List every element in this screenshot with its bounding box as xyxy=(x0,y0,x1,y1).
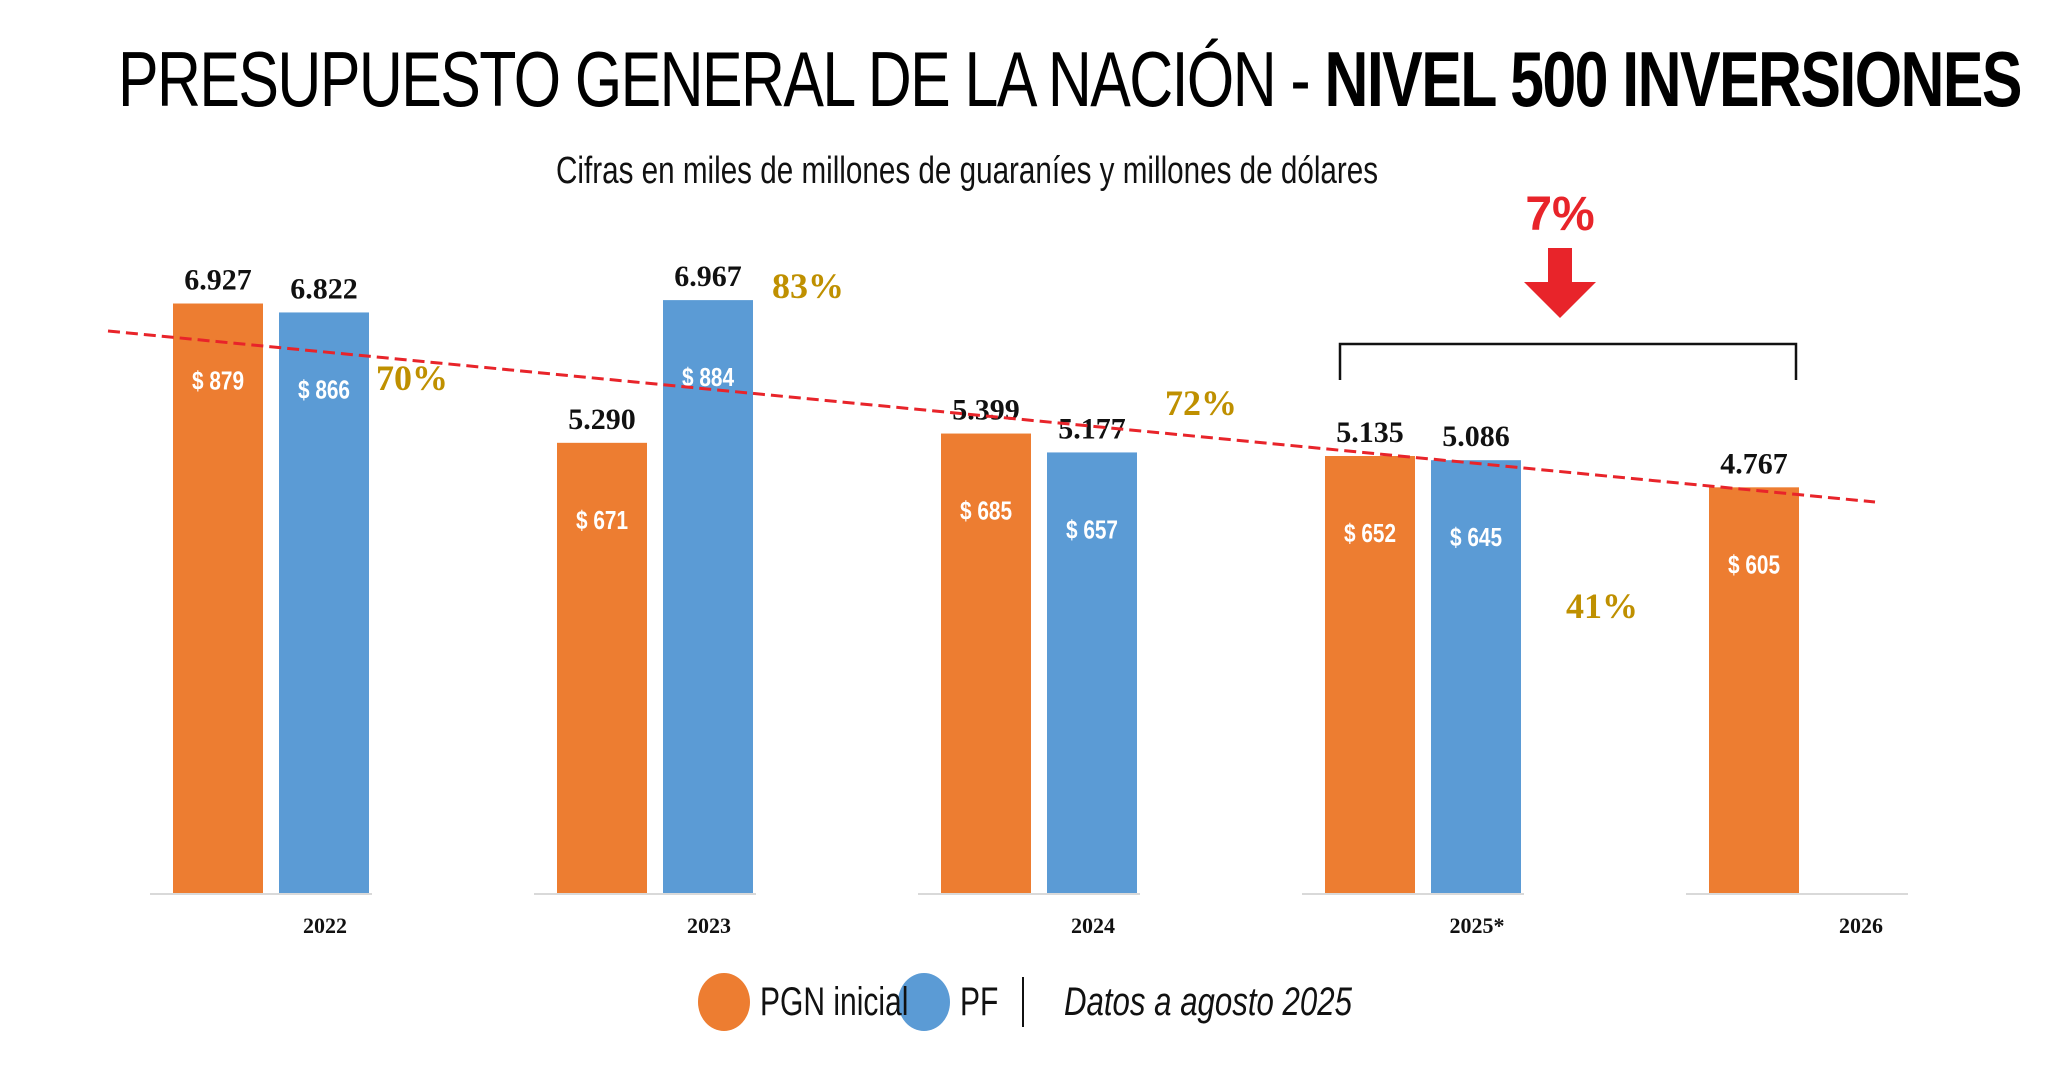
down-arrow-icon xyxy=(1524,248,1596,318)
x-tick-label: 2022 xyxy=(303,913,347,938)
bar-usd-label: $ 605 xyxy=(1728,550,1780,579)
bar-pgn-inicial xyxy=(557,442,647,893)
x-tick-label: 2025* xyxy=(1450,913,1505,938)
bar-value-label: 5.290 xyxy=(568,403,636,436)
execution-percentage-label: 70% xyxy=(376,358,448,398)
execution-percentage-label: 72% xyxy=(1165,383,1237,423)
bar-usd-label: $ 645 xyxy=(1450,523,1502,552)
chart-subtitle: Cifras en miles de millones de guaraníes… xyxy=(556,150,1379,192)
chart-title: PRESUPUESTO GENERAL DE LA NACIÓN - NIVEL… xyxy=(118,40,2022,118)
bar-value-label: 4.767 xyxy=(1720,447,1788,480)
bar-usd-label: $ 866 xyxy=(298,375,350,404)
bar-pf xyxy=(279,312,369,893)
chart-title-main: PRESUPUESTO GENERAL DE LA NACIÓN - xyxy=(118,35,1325,123)
legend-swatch-pgn xyxy=(698,973,750,1031)
bar-value-label: 5.086 xyxy=(1442,420,1510,453)
bar-pgn-inicial xyxy=(1709,487,1799,893)
bar-usd-label: $ 657 xyxy=(1066,515,1118,544)
bar-usd-label: $ 671 xyxy=(576,506,628,535)
bar-pf xyxy=(1431,460,1521,893)
legend-swatch-pf xyxy=(898,973,950,1031)
x-tick-label: 2026 xyxy=(1839,913,1883,938)
comparison-bracket xyxy=(1338,342,1798,380)
bar-pf xyxy=(1047,452,1137,893)
bar-value-label: 6.927 xyxy=(184,264,252,297)
legend-label-pf: PF xyxy=(960,979,999,1024)
bar-usd-label: $ 652 xyxy=(1344,519,1396,548)
x-tick-label: 2024 xyxy=(1071,913,1115,938)
execution-percentage-label: 41% xyxy=(1566,586,1638,626)
chart-title-highlight: NIVEL 500 INVERSIONES xyxy=(1324,35,2022,123)
bar-usd-label: $ 685 xyxy=(960,496,1012,525)
bar-pgn-inicial xyxy=(173,303,263,893)
bar-value-label: 6.967 xyxy=(674,260,742,293)
bar-pgn-inicial xyxy=(941,433,1031,893)
bar-value-label: 5.135 xyxy=(1336,416,1404,449)
data-date-note: Datos a agosto 2025 xyxy=(1064,979,1352,1024)
bar-pgn-inicial xyxy=(1325,456,1415,893)
legend-label-pgn: PGN inicial xyxy=(760,979,909,1024)
trend-line xyxy=(107,329,1876,504)
legend-separator xyxy=(1022,977,1024,1027)
bar-pf xyxy=(663,300,753,894)
bar-value-label: 5.399 xyxy=(952,394,1020,427)
bar-usd-label: $ 879 xyxy=(192,366,244,395)
bar-value-label: 6.822 xyxy=(290,272,358,305)
execution-percentage-label: 83% xyxy=(772,266,844,306)
x-tick-label: 2023 xyxy=(687,913,731,938)
decrease-percentage-label: 7% xyxy=(1525,188,1594,241)
legend: PGN inicial PF Datos a agosto 2025 xyxy=(698,972,1433,1032)
